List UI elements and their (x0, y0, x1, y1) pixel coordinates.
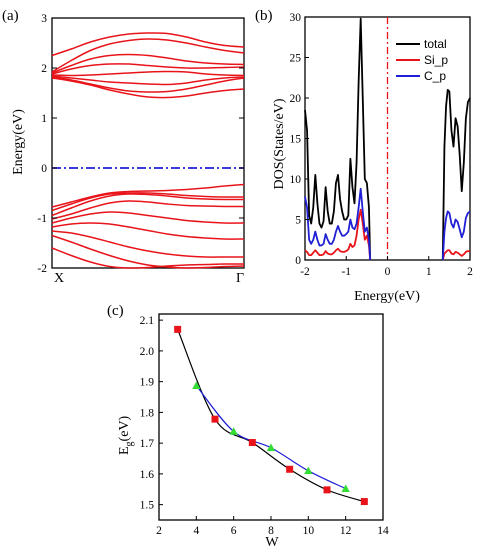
panel-c-y-tick-label: 2.1 (140, 315, 155, 327)
panel-c-x-tick-label: 12 (340, 525, 352, 537)
panel-c-y-tick-label: 1.9 (140, 377, 155, 389)
panel-c-x-tick-label: 2 (156, 525, 162, 537)
panel-a-band-line (51, 63, 245, 75)
panel-c-x-tick-label: 14 (377, 525, 389, 537)
panel-c-series-line (177, 329, 365, 503)
panel-a-y-tick-label: 1 (41, 113, 47, 125)
panel-a-band-line (51, 75, 245, 86)
panel-a-band-line (51, 234, 245, 269)
panel-a-y-axis-title: Energy(eV) (11, 109, 26, 175)
panel-c-square-marker (174, 325, 182, 333)
panel-a-y-tick-label: -2 (37, 263, 47, 275)
panel-c-y-tick-label: 1.5 (140, 500, 155, 512)
panel-c-x-tick-label: 4 (193, 525, 199, 537)
panel-c-y-axis-unit: (eV) (117, 415, 132, 441)
panel-c-y-tick-label: 1.7 (140, 438, 155, 450)
panel-b-series-total (304, 17, 372, 261)
panel-c-square-marker (286, 465, 294, 473)
panel-c-x-tick-label: 6 (231, 525, 237, 537)
panel-c-y-tick-label: 1.6 (140, 469, 155, 481)
panel-a-band-line (51, 70, 245, 77)
panel-b-y-tick-label: 15 (290, 134, 302, 146)
panel-a-band-line (51, 183, 245, 208)
panel-a-band-line (51, 222, 245, 240)
panel-b-y-tick-label: 30 (290, 12, 302, 24)
panel-b-curves (304, 17, 471, 261)
panel-a-band-line (51, 247, 245, 269)
panel-b-x-tick-label: 1 (426, 266, 432, 278)
panel-a-y-tick-label: 0 (41, 163, 47, 175)
bandgap-width-panel: (c) Eg(eV) 1.5 1.6 1.7 1.8 1.9 2.0 2.1 2 4 6 8 10 1… (107, 303, 389, 550)
panel-c-square-marker (211, 415, 219, 423)
panel-c-x-tick-label: 10 (303, 525, 315, 537)
panel-b-legend: total Si_p C_p (396, 37, 448, 83)
panel-b-y-tick-label: 25 (290, 53, 302, 65)
panel-b-y-ticks: 0 5 10 15 20 25 30 (290, 12, 309, 267)
panel-c-label: (c) (107, 303, 124, 319)
panel-c-square-marker (323, 486, 331, 494)
panel-a-label: (a) (2, 8, 19, 24)
panel-c-y-ticks: 1.5 1.6 1.7 1.8 1.9 2.0 2.1 (140, 315, 163, 512)
panel-c-y-axis-symbol: E (117, 446, 132, 455)
panel-c-y-axis-title: Eg(eV) (117, 415, 135, 455)
panel-b-x-tick-label: 0 (385, 266, 391, 278)
panel-c-y-tick-label: 2.0 (140, 346, 155, 358)
panel-a-band-line (51, 211, 245, 224)
panel-c-y-tick-label: 1.8 (140, 407, 155, 419)
panel-a-band-line (51, 53, 245, 74)
panel-a-band-line (51, 32, 245, 57)
panel-b-series-total (441, 89, 471, 261)
panel-c-triangle-marker (304, 466, 313, 475)
panel-a-bands (51, 32, 245, 269)
panel-b-x-ticks: -2 -1 0 1 2 (300, 256, 473, 278)
panel-c-markers (174, 325, 368, 506)
panel-c-triangle-marker (229, 427, 238, 435)
panel-c-y-axis-subscript: g (124, 441, 135, 446)
panel-b-legend-label: C_p (424, 69, 446, 83)
panel-b-y-axis-title: DOS(States/eV) (272, 98, 287, 189)
panel-b-x-tick-label: -1 (341, 266, 351, 278)
panel-c-square-marker (360, 498, 368, 506)
panel-a-band-line (51, 230, 244, 258)
panel-a-band-line (51, 200, 245, 220)
panel-b-legend-label: Si_p (424, 53, 448, 67)
panel-c-lines (177, 329, 365, 503)
panel-a-band-line (51, 192, 245, 212)
panel-b-x-tick-label: -2 (300, 266, 310, 278)
band-structure-panel: (a) Energy(eV) -2 -1 0 1 2 3 X Γ (2, 8, 245, 286)
panel-a-band-line (51, 193, 245, 217)
panel-b-series-c-p (441, 210, 471, 261)
panel-c-x-axis-title: W (265, 535, 279, 550)
panel-c-square-marker (248, 439, 256, 447)
panel-b-series-c-p (304, 187, 372, 261)
panel-a-band-line (51, 76, 245, 93)
panel-a-y-tick-label: -1 (37, 213, 47, 225)
panel-c-x-tick-label: 8 (268, 525, 274, 537)
panel-b-label: (b) (255, 8, 273, 24)
panel-b-y-tick-label: 0 (295, 255, 301, 267)
panel-a-x-tick-gamma: Γ (236, 271, 244, 286)
panel-b-series-si-p (441, 249, 470, 261)
panel-b-x-axis-title: Energy(eV) (354, 289, 420, 304)
panel-c-x-ticks: 2 4 6 8 10 12 14 (156, 516, 389, 537)
panel-b-y-tick-label: 10 (290, 174, 302, 186)
panel-c-triangle-marker (192, 381, 201, 389)
panel-b-y-tick-label: 5 (295, 215, 301, 227)
panel-c-triangle-marker (266, 443, 276, 452)
panel-a-band-line (51, 38, 245, 73)
panel-b-y-tick-label: 20 (290, 93, 302, 105)
panel-a-x-tick-X: X (54, 271, 64, 286)
panel-a-y-tick-label: 2 (41, 63, 47, 75)
panel-c-plot-frame (158, 313, 384, 521)
panel-c-series-line (195, 385, 346, 490)
panel-c-triangle-marker (341, 484, 350, 492)
panel-a-band-line (51, 77, 245, 99)
panel-b-series-si-p (304, 208, 372, 261)
panel-b-x-tick-label: 2 (467, 266, 473, 278)
panel-a-y-tick-label: 3 (41, 13, 47, 25)
panel-a-y-ticks: -2 -1 0 1 2 3 (37, 13, 244, 275)
panel-b-legend-label: total (424, 37, 447, 51)
